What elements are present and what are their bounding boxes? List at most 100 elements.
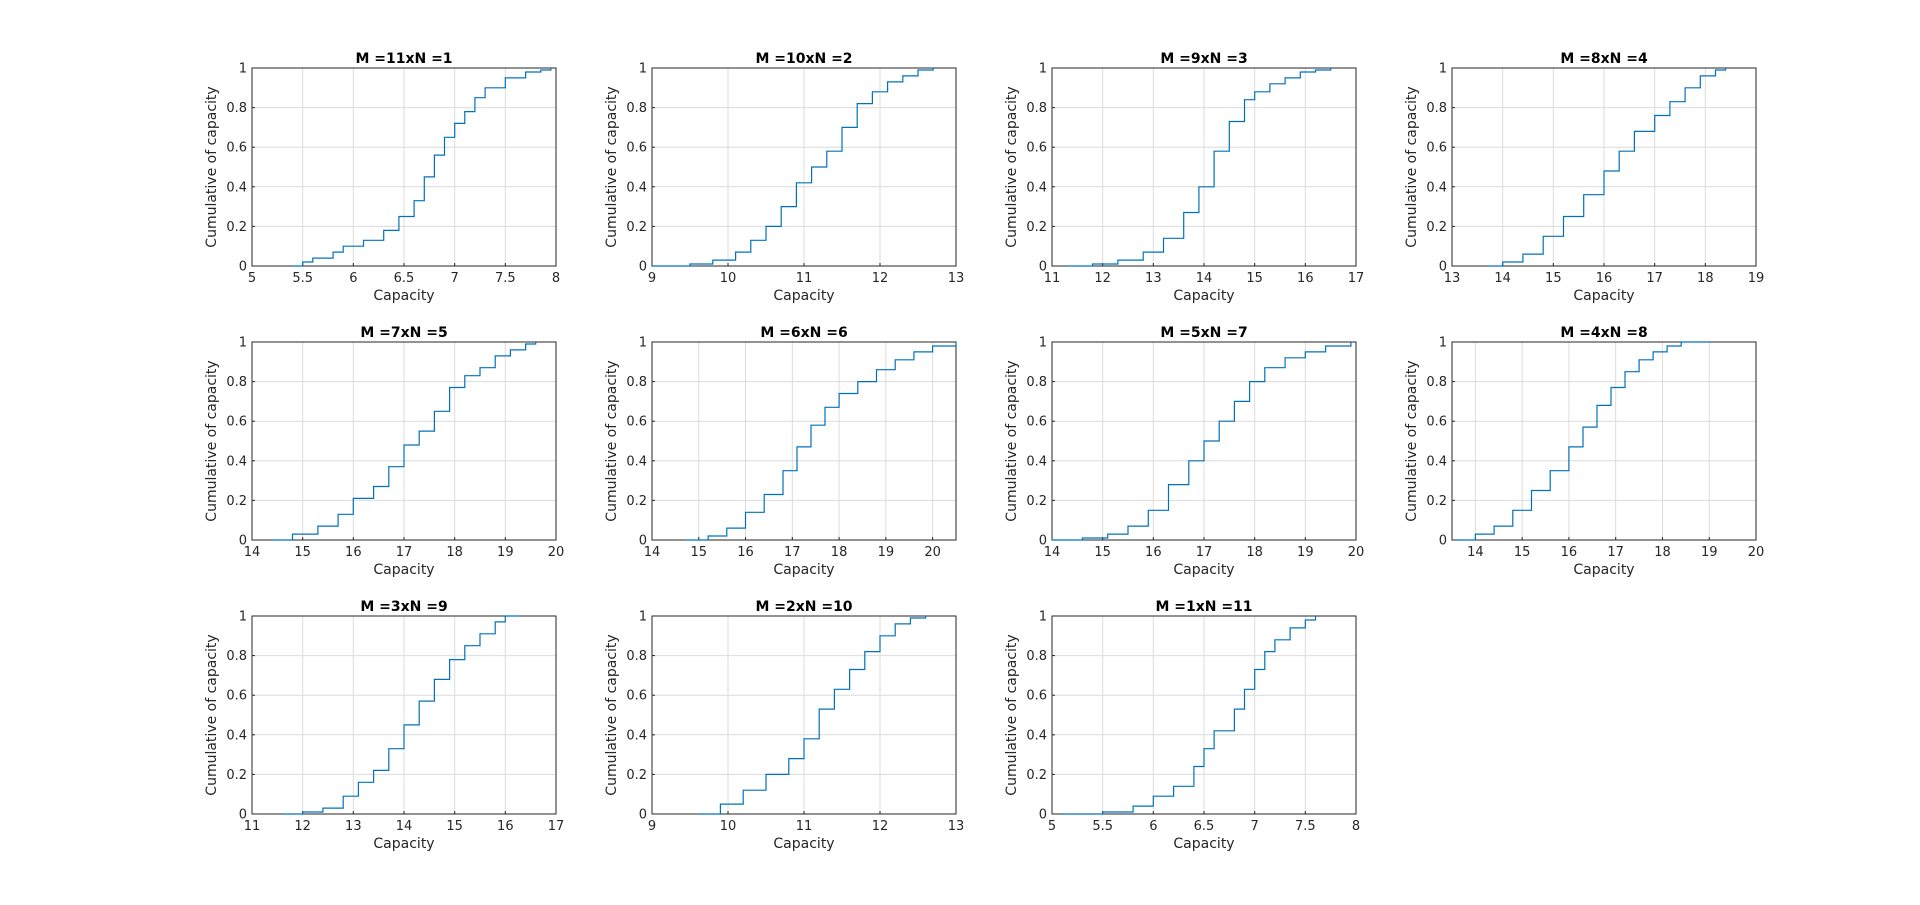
x-tick-label: 10 — [720, 271, 737, 286]
x-tick-label: 8 — [552, 271, 560, 286]
y-tick-label: 0.4 — [626, 180, 647, 195]
x-tick-label: 17 — [396, 545, 413, 560]
x-tick-label: 13 — [948, 271, 965, 286]
y-tick-label: 1 — [239, 336, 247, 351]
subplot-title: M =1xN =11 — [1155, 599, 1252, 615]
y-tick-label: 0.6 — [226, 415, 247, 430]
axes-box — [651, 67, 957, 267]
subplot-5: 14 15 16 17 18 19 20 0 0.2 0.4 0.6 0.8 1 M =7xN =5 Cap… — [204, 325, 564, 578]
y-tick-label: 0.2 — [626, 768, 647, 783]
subplot-title: M =10xN =2 — [755, 51, 852, 67]
subplot-6: 14 15 16 17 18 19 20 0 0.2 0.4 0.6 0.8 1 M =6xN =6 Cap… — [604, 325, 957, 578]
x-tick-label: 20 — [1348, 545, 1365, 560]
x-tick-label: 18 — [446, 545, 463, 560]
axes-box — [1051, 67, 1357, 267]
y-tick-label: 0.2 — [626, 220, 647, 235]
subplot-title: M =11xN =1 — [355, 51, 452, 67]
axes-box — [251, 341, 557, 541]
plot-area — [652, 342, 956, 540]
subplot-title: M =2xN =10 — [755, 599, 852, 615]
axes-box — [651, 341, 957, 541]
y-tick-label: 0.8 — [1426, 375, 1447, 390]
axes-box — [1051, 341, 1357, 541]
y-tick-label: 0.8 — [226, 375, 247, 390]
x-tick-label: 9 — [648, 819, 656, 834]
x-tick-label: 16 — [1596, 271, 1613, 286]
y-tick-label: 0 — [1039, 808, 1047, 823]
x-tick-label: 13 — [1145, 271, 1162, 286]
x-tick-label: 6 — [1149, 819, 1157, 834]
y-tick-label: 0.6 — [1026, 415, 1047, 430]
x-tick-label: 15 — [1545, 271, 1562, 286]
x-tick-label: 19 — [1701, 545, 1718, 560]
x-axis-label: Capacity — [1173, 836, 1234, 852]
x-tick-label: 6.5 — [1194, 819, 1215, 834]
axes-box — [1451, 67, 1757, 267]
x-axis-label: Capacity — [1573, 288, 1634, 304]
cdf-series-line — [1062, 616, 1317, 815]
x-tick-label: 17 — [1348, 271, 1365, 286]
axes-box — [251, 615, 557, 815]
y-tick-label: 0.6 — [626, 141, 647, 156]
cdf-series-line — [1487, 68, 1727, 267]
subplot-4: 13 14 15 16 17 18 19 0 0.2 0.4 0.6 0.8 1 M =8xN =4 Cap… — [1404, 51, 1764, 304]
subplot-2: 9 10 11 12 13 0 0.2 0.4 0.6 0.8 1 M =10xN =2 Capacit… — [604, 51, 964, 304]
x-tick-label: 12 — [872, 819, 889, 834]
y-tick-label: 0.6 — [626, 415, 647, 430]
x-tick-label: 10 — [720, 819, 737, 834]
x-tick-label: 16 — [497, 819, 514, 834]
cdf-series-line — [697, 616, 927, 815]
y-tick-label: 0.2 — [626, 494, 647, 509]
x-tick-label: 5 — [1048, 819, 1056, 834]
y-tick-label: 0 — [639, 260, 647, 275]
x-tick-label: 18 — [1246, 545, 1263, 560]
x-tick-label: 12 — [872, 271, 889, 286]
y-tick-label: 0.4 — [1026, 180, 1047, 195]
subplot-title: M =9xN =3 — [1160, 51, 1247, 67]
x-tick-label: 15 — [1514, 545, 1531, 560]
cdf-series-line — [292, 68, 552, 267]
x-tick-label: 16 — [1561, 545, 1578, 560]
y-tick-label: 0 — [239, 808, 247, 823]
y-tick-label: 0.4 — [626, 454, 647, 469]
subplot-title: M =8xN =4 — [1560, 51, 1648, 67]
subplot-title: M =4xN =8 — [1560, 325, 1647, 341]
x-tick-label: 17 — [1196, 545, 1213, 560]
y-tick-label: 0.4 — [1426, 180, 1447, 195]
x-tick-label: 18 — [1654, 545, 1671, 560]
x-tick-label: 17 — [1646, 271, 1663, 286]
y-tick-label: 1 — [639, 62, 647, 77]
y-tick-label: 0 — [1439, 260, 1447, 275]
x-tick-label: 11 — [796, 271, 813, 286]
y-tick-label: 0.8 — [226, 649, 247, 664]
y-tick-label: 1 — [1439, 336, 1447, 351]
cdf-series-line — [652, 68, 934, 267]
x-tick-label: 20 — [924, 545, 941, 560]
x-tick-label: 17 — [548, 819, 565, 834]
x-tick-label: 9 — [648, 271, 656, 286]
x-tick-label: 15 — [294, 545, 311, 560]
y-axis-label: Cumulative of capacity — [204, 634, 220, 795]
x-tick-label: 16 — [737, 545, 754, 560]
cdf-series-line — [684, 342, 957, 541]
y-axis-label: Cumulative of capacity — [604, 634, 620, 795]
x-axis-label: Capacity — [373, 562, 434, 578]
cdf-series-line — [1052, 342, 1352, 541]
x-tick-label: 18 — [831, 545, 848, 560]
x-tick-label: 5 — [248, 271, 256, 286]
y-tick-label: 0.8 — [1426, 101, 1447, 116]
y-tick-label: 0.6 — [1026, 141, 1047, 156]
y-tick-label: 0 — [1039, 534, 1047, 549]
x-tick-label: 14 — [1494, 271, 1511, 286]
y-axis-label: Cumulative of capacity — [1004, 634, 1020, 795]
plot-area — [1452, 342, 1756, 540]
y-tick-label: 0.2 — [1426, 220, 1447, 235]
y-tick-label: 0.6 — [626, 689, 647, 704]
x-tick-label: 19 — [497, 545, 514, 560]
y-tick-label: 0 — [239, 260, 247, 275]
y-tick-label: 0.4 — [1026, 728, 1047, 743]
x-tick-label: 20 — [548, 545, 565, 560]
cdf-series-line — [1067, 68, 1332, 267]
x-tick-label: 7 — [1251, 819, 1259, 834]
